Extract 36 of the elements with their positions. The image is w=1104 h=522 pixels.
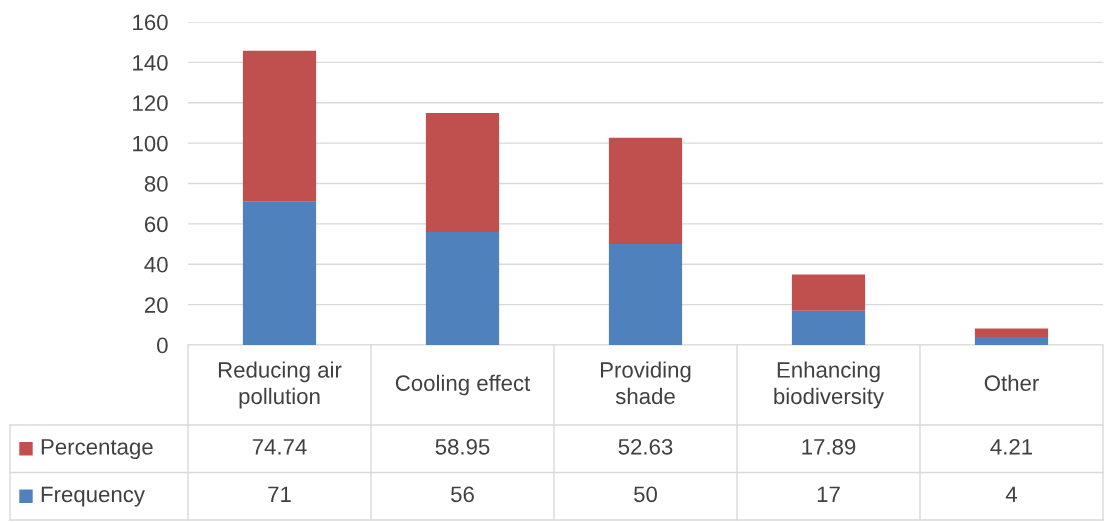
- bar: [974, 328, 1049, 337]
- legend-label: Frequency: [41, 486, 145, 507]
- y-tick-label: 140: [133, 54, 168, 71]
- bar: [608, 137, 683, 245]
- data-label: 50: [634, 486, 657, 503]
- data-label: 58.95: [435, 438, 490, 455]
- y-tick-label: 0: [157, 337, 168, 354]
- y-tick-label: 20: [144, 297, 168, 313]
- bar: [242, 50, 317, 202]
- data-label: 17.89: [802, 438, 856, 455]
- y-tick-label: 120: [133, 95, 168, 112]
- bar: [242, 201, 317, 345]
- bar: [425, 231, 500, 345]
- y-tick-label: 80: [144, 176, 168, 192]
- y-tick-label: 160: [133, 14, 168, 31]
- data-label: 56: [451, 486, 474, 503]
- bar: [791, 310, 866, 345]
- data-label: 74.74: [252, 439, 307, 455]
- data-label: 4: [1005, 486, 1018, 502]
- y-tick-label: 100: [133, 135, 168, 152]
- x-tick-label: Enhancing biodiversity: [774, 361, 885, 409]
- data-label: 17: [817, 486, 840, 502]
- data-label: 4.21: [990, 438, 1033, 455]
- bar: [608, 244, 683, 345]
- bar: [974, 336, 1049, 345]
- x-tick-label: Cooling effect: [395, 374, 531, 396]
- x-tick-label: Providing shade: [601, 361, 691, 405]
- data-label: 52.63: [618, 438, 673, 455]
- bar: [425, 112, 500, 232]
- bar: [791, 274, 866, 311]
- x-tick-label: Other: [984, 374, 1039, 391]
- x-tick-label: Reducing air pollution: [218, 361, 342, 409]
- y-tick-label: 60: [144, 216, 168, 233]
- data-label: 71: [268, 486, 291, 502]
- y-tick-label: 40: [144, 256, 168, 273]
- legend-label: Percentage: [41, 439, 153, 460]
